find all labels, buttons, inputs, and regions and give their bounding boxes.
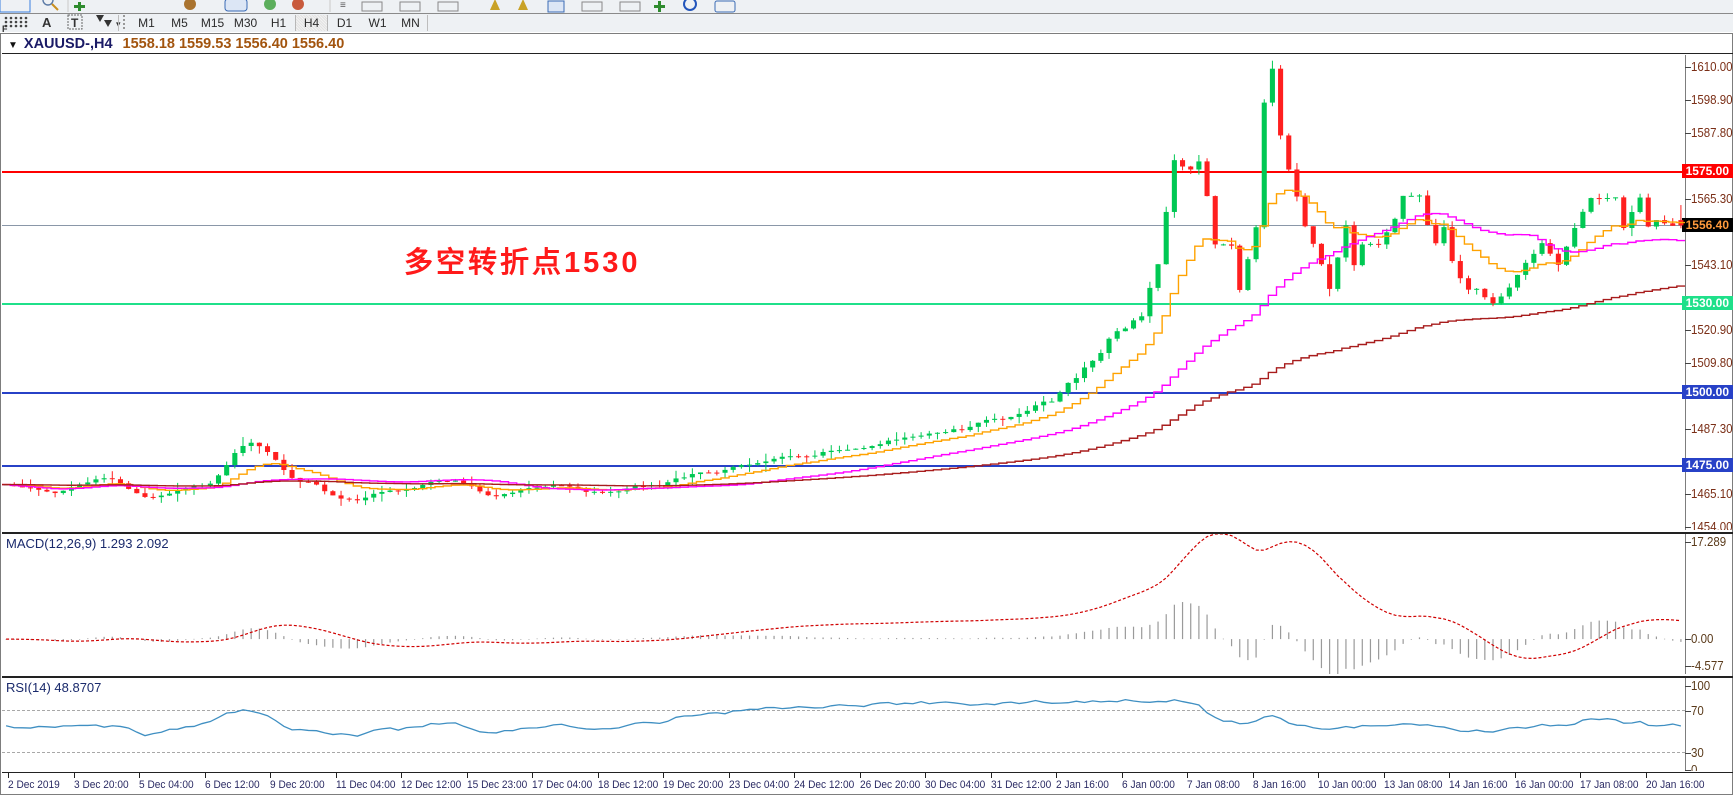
svg-text:T: T: [71, 16, 79, 30]
svg-text:F: F: [2, 24, 8, 32]
svg-text:A: A: [42, 15, 52, 30]
svg-text:≡: ≡: [340, 0, 346, 11]
